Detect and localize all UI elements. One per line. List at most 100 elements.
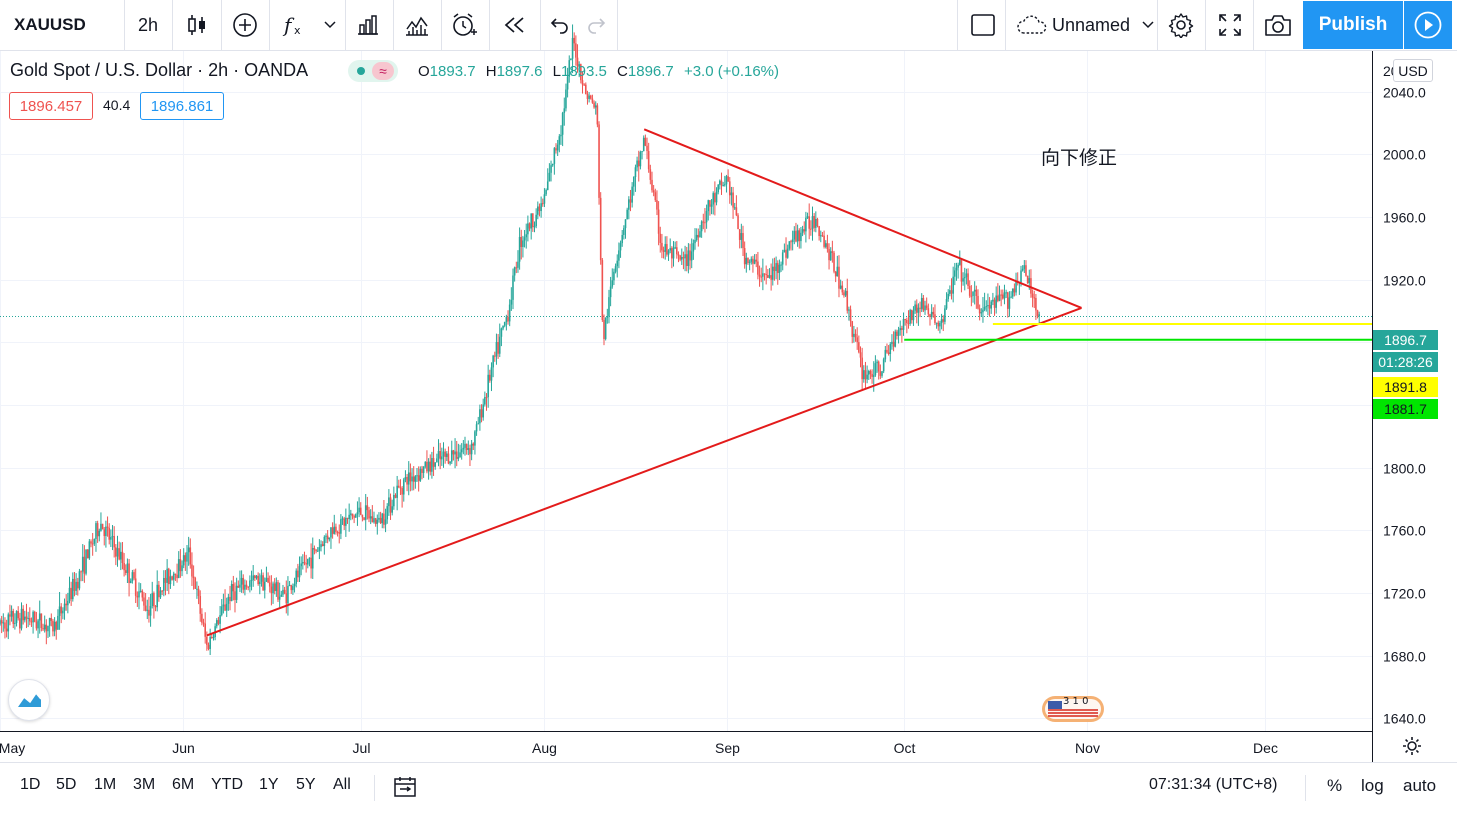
candle-body [520,236,523,247]
candle-body [37,620,39,629]
redo-icon[interactable] [578,0,614,50]
candle-body [576,57,579,67]
currency-label[interactable]: USD [1393,59,1433,82]
candle-body [212,636,215,638]
candle-body [419,468,422,481]
range-6m-button[interactable]: 6M [172,776,195,793]
toolbar-divider [1157,0,1158,50]
sell-price-button[interactable]: 1896.457 [9,92,93,120]
candle-body [1030,278,1032,294]
candle-body [963,277,966,279]
timezone-clock[interactable]: 07:31:34 (UTC+8) [1149,776,1278,793]
camera-icon[interactable] [1255,0,1301,50]
candle-body [373,518,375,523]
candle-body [401,488,403,495]
candle-body [843,292,845,296]
candle-body [454,451,456,455]
percent-scale-button[interactable]: % [1327,776,1343,795]
candles-icon[interactable] [176,0,218,50]
candle-body [399,487,402,489]
candle-body [144,605,147,611]
range-3m-button[interactable]: 3M [133,776,156,793]
range-ytd-button[interactable]: YTD [211,776,243,793]
market-status-pill[interactable]: ≈ [348,60,398,82]
candle-body [406,477,408,485]
candle-body [821,235,824,237]
candle-body [608,297,610,317]
interval-button[interactable]: 2h [137,14,159,35]
candle-body [518,236,521,262]
compare-chart-icon[interactable] [395,0,439,50]
candle-body [869,371,872,374]
undo-icon[interactable] [542,0,578,50]
candle-body [308,557,311,559]
range-all-button[interactable]: All [333,776,351,793]
candle-body [254,575,256,579]
chart-text-annotation[interactable]: 向下修正 [1041,147,1118,169]
select-layout-icon[interactable] [962,0,1004,50]
buy-price-button[interactable]: 1896.861 [140,92,224,120]
candle-body [209,636,211,649]
high-label: H [485,63,497,80]
candle-body [95,523,97,540]
candle-body [502,325,504,329]
candle-body [952,276,954,294]
financials-bar-icon[interactable] [346,0,390,50]
candle-body [313,547,316,550]
symbol-legend-title[interactable]: Gold Spot / U.S. Dollar · 2h · OANDA [10,60,309,80]
candle-body [626,209,628,220]
candle-body [735,207,738,216]
candle-body [128,563,130,584]
candle-body [642,137,645,152]
candle-body [624,219,627,229]
auto-scale-button[interactable]: auto [1403,776,1437,795]
chevron-down-icon[interactable] [318,0,342,50]
candle-body [867,371,870,375]
candle-body [2,622,5,624]
candle-body [268,582,271,587]
candle-body [240,577,243,585]
range-1y-button[interactable]: 1Y [259,776,279,793]
add-indicator-icon[interactable] [224,0,266,50]
candle-body [611,280,614,287]
time-axis[interactable]: May Jun Jul Aug Sep Oct Nov Dec [0,731,1421,757]
candle-body [773,266,776,272]
candle-body [348,514,350,520]
layout-name-button[interactable]: Unnamed [1010,0,1158,50]
candle-body [634,167,637,178]
candle-body [383,513,385,525]
candle-body [211,636,213,638]
fullscreen-icon[interactable] [1207,0,1253,50]
publish-button[interactable]: Publish [1303,1,1403,49]
candle-body [915,304,918,313]
range-5d-button[interactable]: 5D [56,776,77,793]
candle-body [176,574,178,579]
candle-body [513,267,516,276]
gear-icon[interactable] [1158,0,1204,50]
candle-body [831,251,834,253]
alert-clock-icon[interactable] [444,0,486,50]
tradingview-logo-button[interactable] [8,679,50,721]
replay-rewind-icon[interactable] [492,0,538,50]
candle-body [800,232,802,242]
candle-body [497,342,499,354]
price-tick-label: 2040.0 [1383,85,1426,101]
bar-countdown-tag: 01:28:26 [1373,352,1438,372]
candle-body [63,603,66,611]
date-range-icon[interactable] [393,776,417,798]
range-1m-button[interactable]: 1M [94,776,117,793]
price-chart[interactable]: 2040.02000.01960.01920.01880.01840.01800… [0,0,1457,762]
economic-event-icon[interactable]: 3 1 0 [1040,692,1106,724]
publish-dropdown-button[interactable] [1404,1,1452,49]
candle-body [126,563,129,573]
log-scale-button[interactable]: log [1361,776,1384,795]
candle-body [244,584,246,590]
candle-body [239,584,241,588]
range-1d-button[interactable]: 1D [20,776,41,793]
candle-body [389,497,392,513]
candle-body [680,257,683,260]
symbol-search-button[interactable]: XAUUSD [14,15,86,34]
candle-body [770,275,772,280]
range-5y-button[interactable]: 5Y [296,776,316,793]
